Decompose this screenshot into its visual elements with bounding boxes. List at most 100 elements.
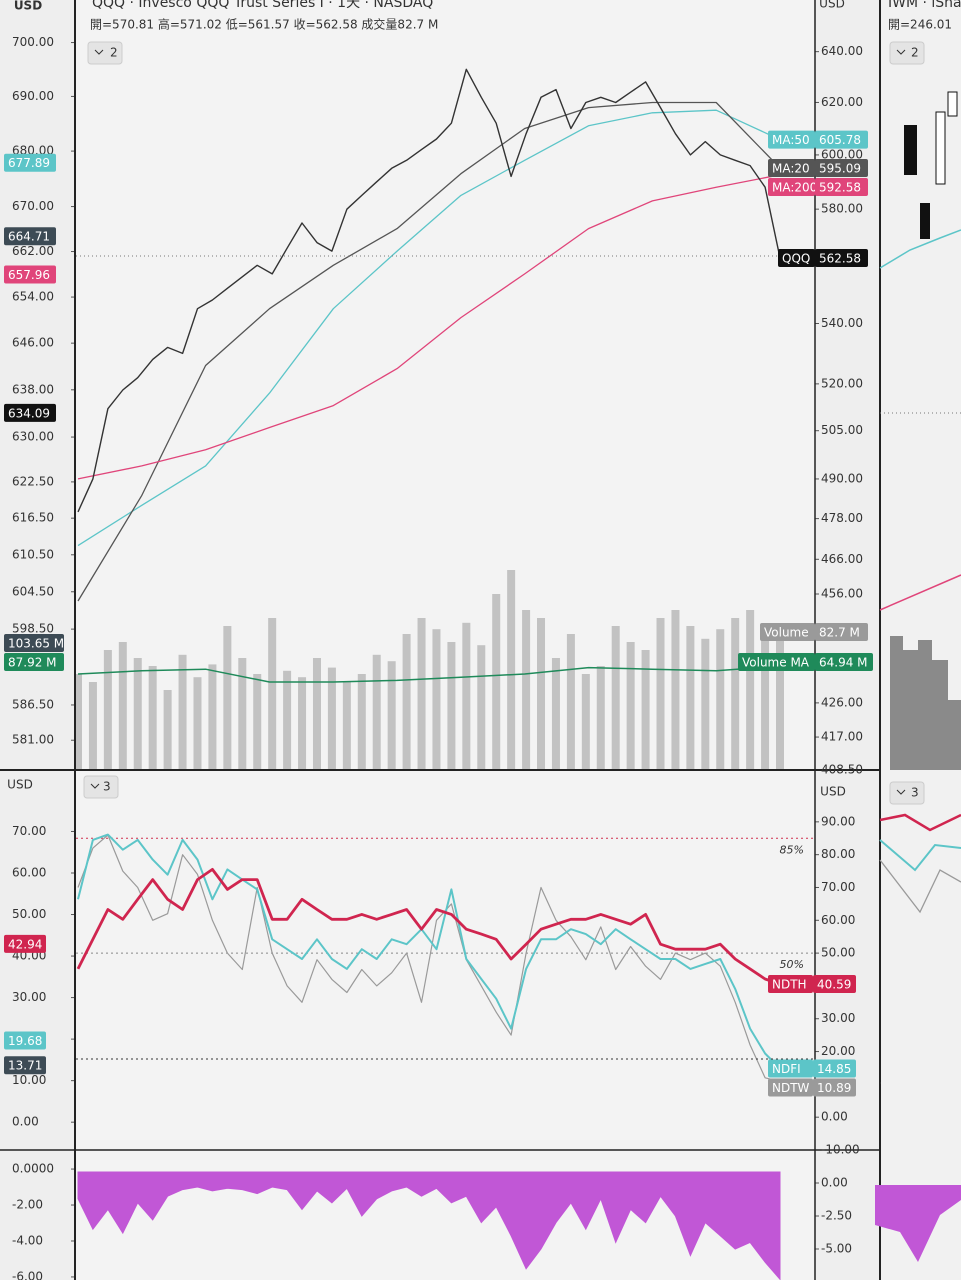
- volume-bar: [731, 618, 740, 770]
- collapse-button[interactable]: [87, 41, 123, 65]
- volume-bar: [671, 610, 680, 770]
- tick-label: 620.00: [821, 95, 863, 109]
- badge-value: 605.78: [819, 133, 861, 147]
- volume-bar: [223, 626, 232, 770]
- volume-bar: [357, 674, 366, 770]
- collapse-button[interactable]: [83, 775, 119, 799]
- volume-bar: [268, 618, 277, 770]
- volume-bar: [462, 622, 471, 770]
- left-badge-bg: [4, 153, 56, 172]
- badge-name: NDFI: [772, 1062, 801, 1076]
- tick-label: 640.00: [821, 44, 863, 58]
- tick-label: 690.00: [12, 89, 54, 103]
- badge-name-bg: [768, 974, 813, 993]
- volume-bar: [581, 674, 590, 770]
- left-badge: 87.92 M: [8, 656, 57, 670]
- volume-bar: [537, 618, 546, 770]
- tick-label: 426.00: [821, 695, 863, 709]
- tick-label: 0.00: [821, 1110, 848, 1124]
- left-badge: 664.71: [8, 230, 50, 244]
- volume-bar: [327, 667, 336, 770]
- volume-bar: [641, 650, 650, 770]
- volume-bar: [342, 682, 351, 770]
- breadth-line: [77, 834, 781, 1082]
- badge-value-bg: [815, 248, 868, 267]
- tick-label: -2.00: [12, 1198, 43, 1212]
- tick-label: 520.00: [821, 376, 863, 390]
- tick-label: 490.00: [821, 471, 863, 485]
- collapse-button[interactable]: [889, 41, 925, 65]
- chevron: [896, 789, 906, 795]
- volume-bar: [656, 618, 665, 770]
- left-badge: 677.89: [8, 156, 50, 170]
- side-area: [875, 1185, 961, 1262]
- side-line: [879, 229, 961, 269]
- tick-label: 610.50: [12, 547, 54, 561]
- currency: USD: [7, 778, 33, 792]
- left-badge: 103.65 M: [8, 637, 64, 651]
- tick-label: -4.00: [12, 1233, 43, 1247]
- badge-name-bg: [738, 653, 815, 671]
- badge-value-bg: [813, 1059, 856, 1078]
- left-badge-bg: [4, 1056, 46, 1075]
- volume-bar: [133, 658, 142, 770]
- left-badge-bg: [4, 265, 56, 284]
- badge-value: 14.85: [817, 1062, 851, 1076]
- volume-bar: [312, 658, 321, 770]
- badge-name-bg: [768, 159, 815, 178]
- badge-value-bg: [815, 623, 868, 641]
- left-badge: 42.94: [8, 937, 42, 951]
- side-candle: [904, 125, 917, 175]
- tick-label: 646.00: [12, 336, 54, 350]
- badge-name: NDTW: [772, 1081, 810, 1095]
- badge-name-bg: [760, 623, 815, 641]
- left-badge: 634.09: [8, 406, 50, 420]
- tick-label: 30.00: [821, 1011, 855, 1025]
- tick-label: 456.00: [821, 587, 863, 601]
- ma-line: [77, 101, 781, 602]
- tick-label: 670.00: [12, 199, 54, 213]
- badge-name-bg: [768, 1078, 813, 1097]
- volume-bar: [746, 610, 755, 770]
- volume-bar: [417, 618, 426, 770]
- volume-bar: [88, 682, 97, 770]
- badge-value-bg: [815, 653, 873, 671]
- tick-label: 0.00: [12, 1115, 39, 1129]
- volume-bar: [238, 658, 247, 770]
- tick-label: 90.00: [821, 814, 855, 828]
- tick-label: 20.00: [821, 1044, 855, 1058]
- badge-value-bg: [813, 974, 856, 993]
- badge-value: 562.58: [819, 251, 861, 265]
- tick-label: 586.50: [12, 697, 54, 711]
- collapse-button[interactable]: [889, 781, 925, 805]
- badge-name-bg: [768, 1059, 813, 1078]
- tick-label: 60.00: [821, 913, 855, 927]
- tick-label: 408.50: [821, 763, 863, 777]
- volume-bar: [716, 629, 725, 770]
- left-badge: 19.68: [8, 1034, 42, 1048]
- side-line: [879, 859, 961, 914]
- volume-bar: [477, 645, 486, 770]
- tick-label: 700.00: [12, 35, 54, 49]
- tick-label: 580.00: [821, 202, 863, 216]
- volume-bar: [522, 610, 531, 770]
- volume-bar: [776, 637, 784, 770]
- tick-label: 622.50: [12, 474, 54, 488]
- badge-value: 10.89: [817, 1081, 851, 1095]
- badge-value: 40.59: [817, 977, 851, 991]
- volume-bar: [163, 690, 172, 770]
- currency: USD: [820, 785, 846, 799]
- osc-area: [77, 1171, 781, 1280]
- left-badge-bg: [4, 934, 46, 953]
- tick-label: 630.00: [12, 430, 54, 444]
- badge-value-bg: [815, 178, 868, 197]
- badge-name: NDTH: [772, 977, 807, 991]
- tick-label: 10.00: [12, 1073, 46, 1087]
- volume-bar: [74, 674, 82, 770]
- volume-bar: [298, 677, 307, 770]
- side-line: [879, 839, 961, 872]
- tick-label: -10.00: [821, 1143, 860, 1157]
- tick-label: 616.50: [12, 511, 54, 525]
- left-badge-bg: [4, 227, 56, 246]
- badge-name-bg: [768, 130, 815, 149]
